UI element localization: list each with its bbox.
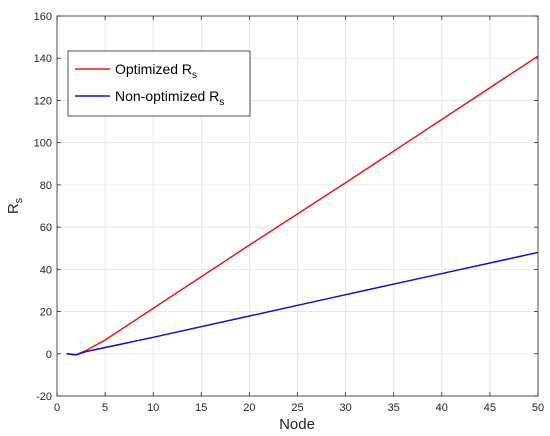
x-tick-label: 25 <box>291 402 303 414</box>
y-axis-title-main: R <box>5 203 22 214</box>
y-tick-label: 20 <box>40 307 52 319</box>
y-tick-label: 40 <box>40 264 52 276</box>
x-tick-label: 50 <box>532 402 544 414</box>
y-tick-label: 0 <box>46 349 52 361</box>
y-tick-label: 80 <box>40 180 52 192</box>
legend-label-optimized: Optimized Rs <box>115 61 197 81</box>
x-tick-label: 20 <box>243 402 255 414</box>
y-tick-label: 100 <box>34 138 52 150</box>
x-tick-label: 0 <box>54 402 60 414</box>
series-lines <box>66 55 539 356</box>
y-tick-label: 60 <box>40 222 52 234</box>
legend-label-non-optimized-main: Non-optimized R <box>115 88 219 104</box>
y-axis-title-sub: s <box>13 197 25 203</box>
y-tick-label: 120 <box>34 95 52 107</box>
legend-label-optimized-main: Optimized R <box>115 61 192 77</box>
series-line-non-optimized <box>66 251 539 356</box>
x-axis-title: Node <box>279 416 315 433</box>
legend: Optimized Rs Non-optimized Rs <box>67 50 251 117</box>
x-tick-label: 45 <box>484 402 496 414</box>
y-ticks: -20 0 20 40 60 80 100 120 140 160 <box>34 11 538 403</box>
legend-label-non-optimized-sub: s <box>219 97 224 108</box>
legend-label-non-optimized: Non-optimized Rs <box>115 88 224 108</box>
x-tick-label: 10 <box>147 402 159 414</box>
x-tick-label: 35 <box>388 402 400 414</box>
x-tick-label: 5 <box>102 402 108 414</box>
x-ticks: 0 5 10 15 20 25 30 35 40 45 50 <box>54 16 544 414</box>
x-tick-label: 40 <box>436 402 448 414</box>
legend-label-optimized-sub: s <box>192 70 197 81</box>
y-tick-label: -20 <box>36 391 52 403</box>
legend-box <box>67 50 251 117</box>
y-tick-label: 140 <box>34 53 52 65</box>
y-tick-label: 160 <box>34 11 52 23</box>
x-tick-label: 30 <box>339 402 351 414</box>
plot-frame <box>56 15 539 397</box>
y-axis-title: Rs <box>5 197 25 214</box>
x-tick-label: 15 <box>195 402 207 414</box>
